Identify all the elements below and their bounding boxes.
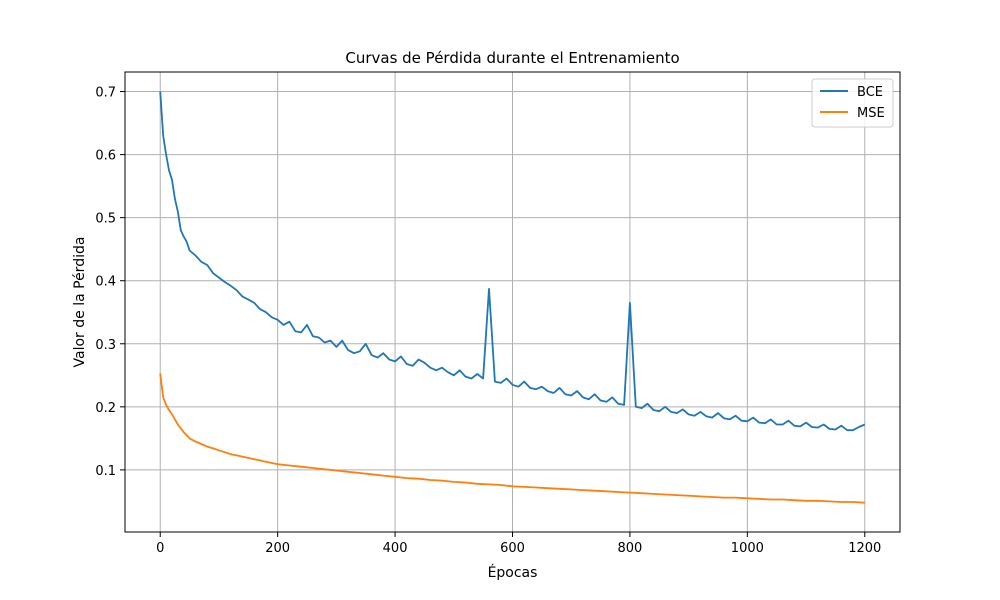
- series-line-mse: [159, 373, 865, 504]
- y-tick-label: 0.1: [95, 464, 116, 479]
- legend: BCE MSE: [811, 78, 894, 128]
- x-tick-label: 800: [618, 541, 643, 556]
- y-axis-title: Valor de la Pérdida: [72, 237, 88, 368]
- legend-label-mse: MSE: [857, 106, 885, 121]
- x-tick-label: 600: [500, 541, 525, 556]
- series-layer: [159, 91, 866, 504]
- x-tick-label: 0: [156, 541, 164, 556]
- series-line-bce: [159, 91, 866, 432]
- x-axis-title: Épocas: [488, 564, 538, 581]
- y-tick-label: 0.4: [95, 275, 116, 290]
- chart-title: Curvas de Pérdida durante el Entrenamien…: [345, 49, 679, 67]
- grid: [125, 72, 900, 532]
- y-tick-label: 0.5: [95, 212, 116, 227]
- ticks: 0 200 400 600 800 1000 1200 0.1 0.2 0.3 0.4 0.5 0.6 0…: [95, 86, 881, 556]
- x-tick-label: 1000: [731, 541, 764, 556]
- x-tick-label: 1200: [848, 541, 881, 556]
- x-tick-label: 200: [265, 541, 290, 556]
- x-tick-label: 400: [383, 541, 408, 556]
- y-tick-label: 0.2: [95, 401, 116, 416]
- y-tick-label: 0.6: [95, 149, 116, 164]
- y-tick-label: 0.3: [95, 338, 116, 353]
- y-tick-label: 0.7: [95, 86, 116, 101]
- legend-label-bce: BCE: [857, 85, 883, 100]
